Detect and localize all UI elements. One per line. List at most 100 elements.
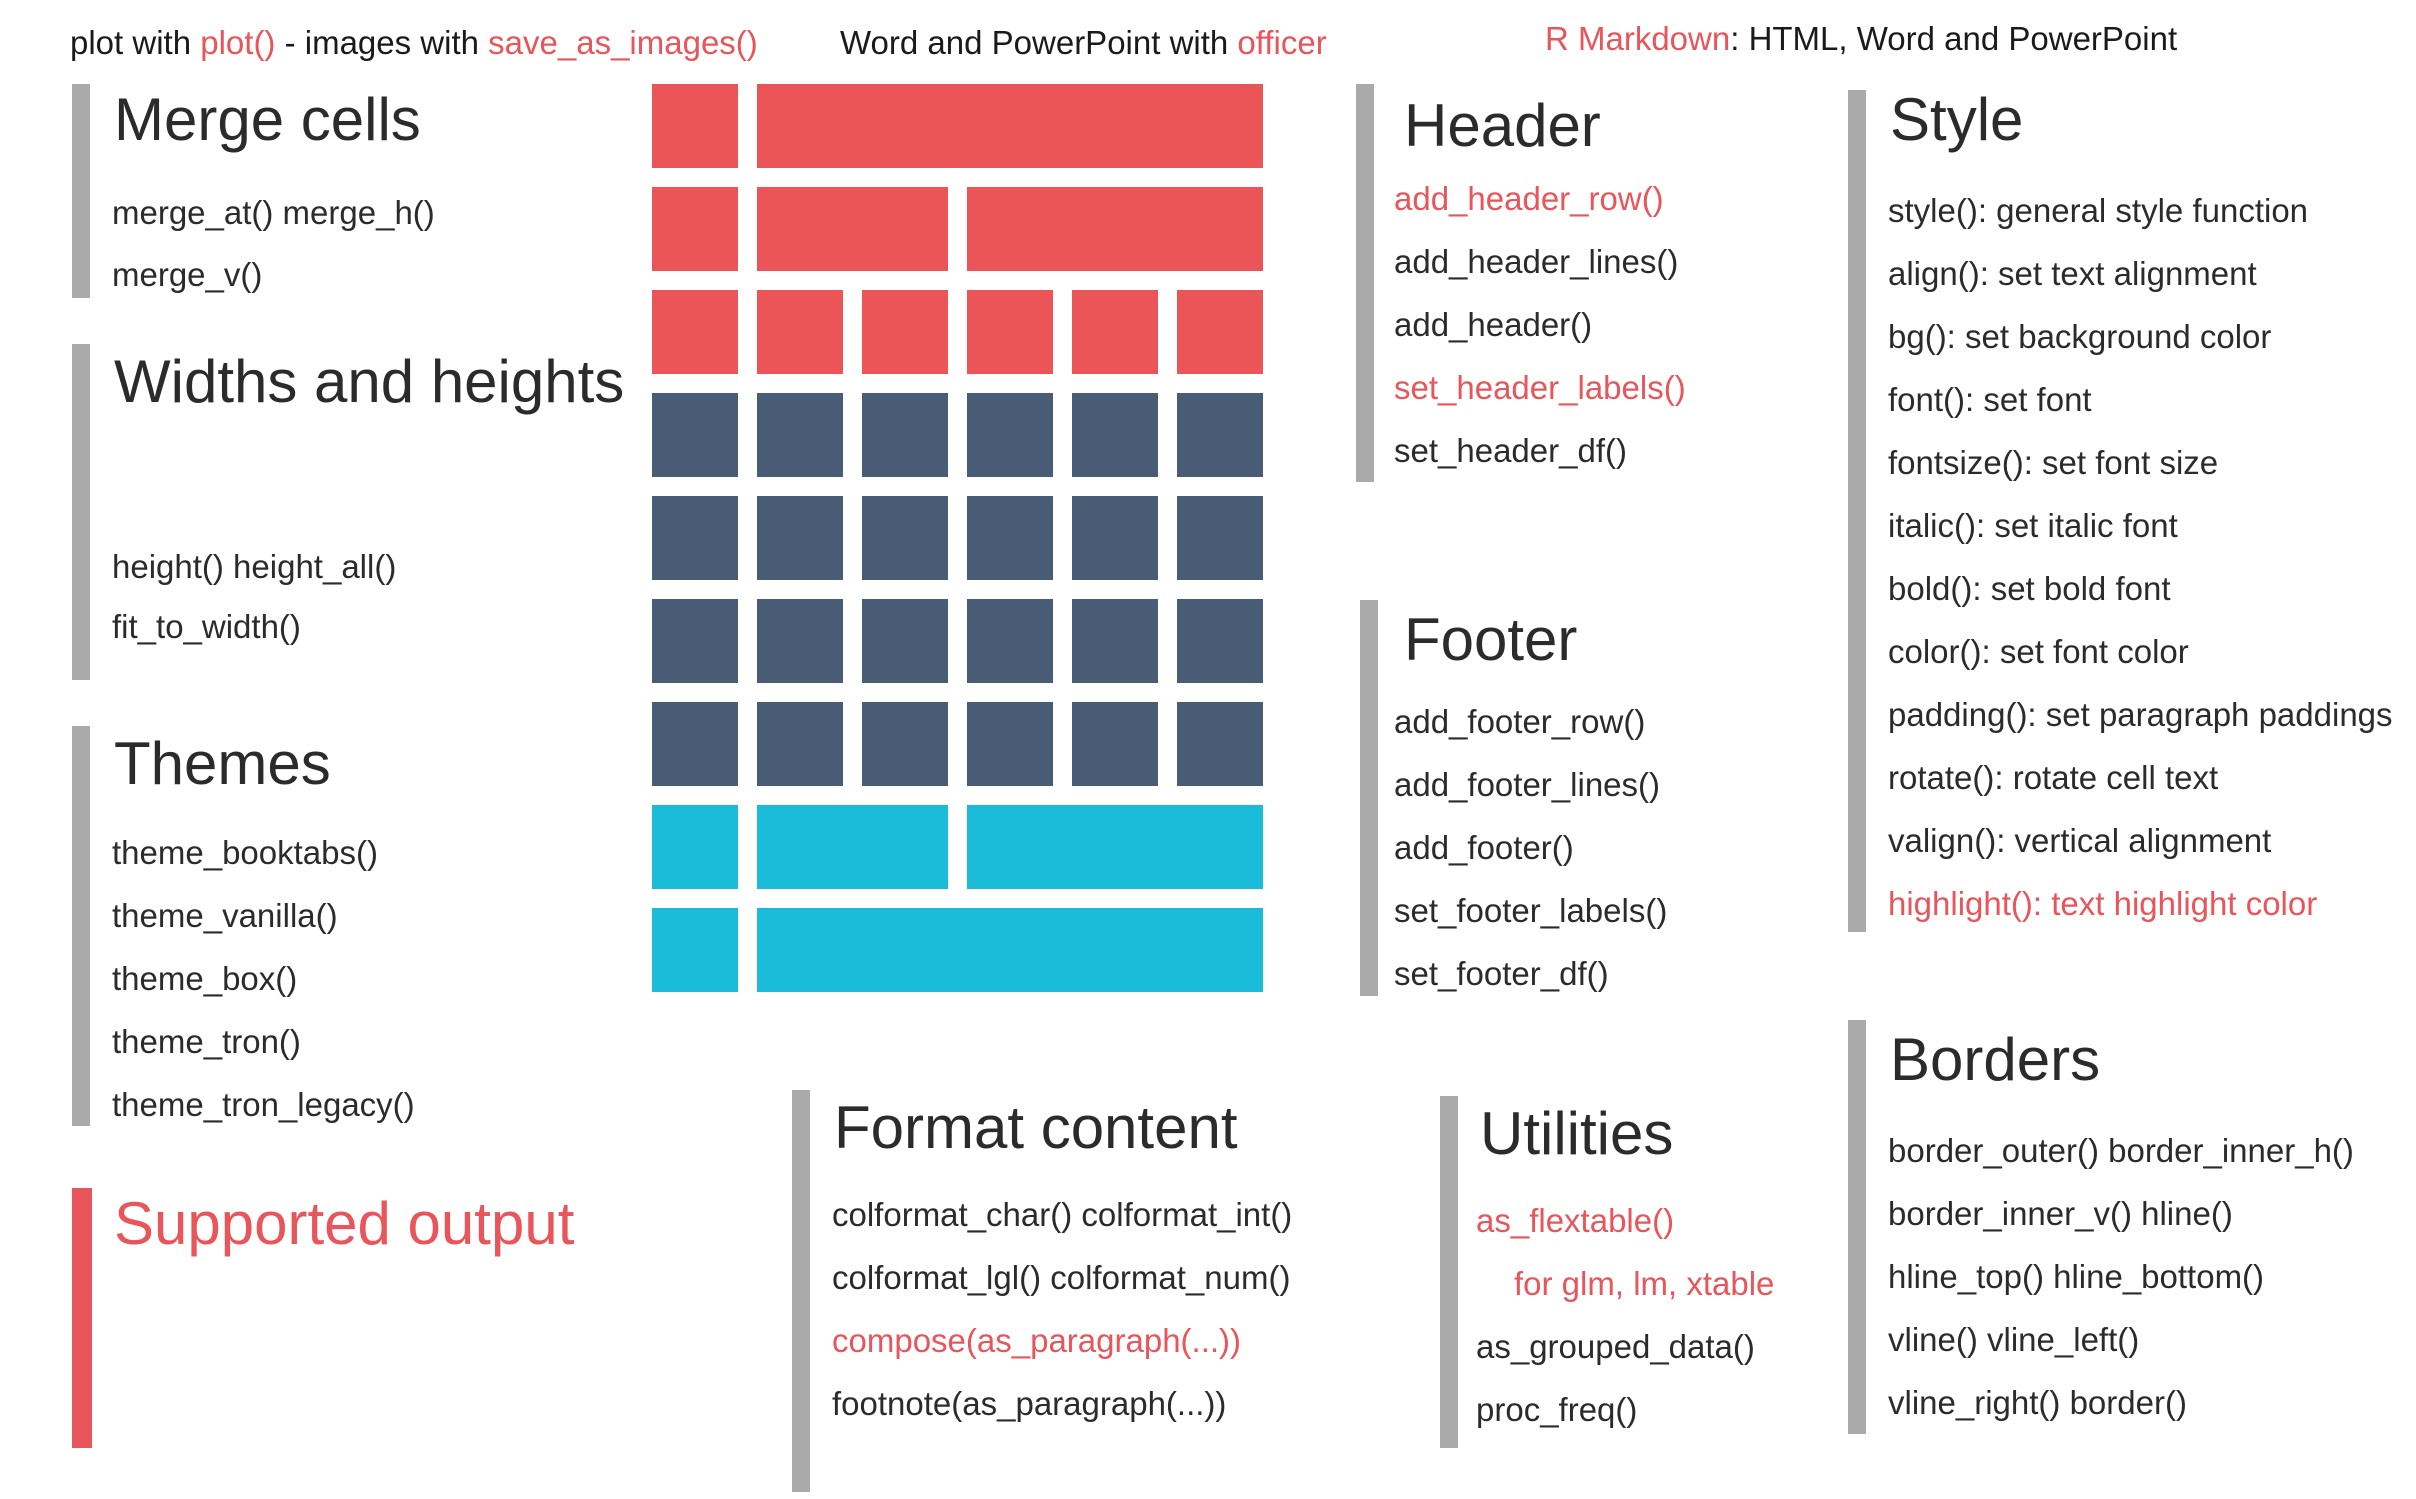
list-item: padding(): set paragraph paddings: [1888, 696, 2393, 733]
footer-cell-r8-c0: [652, 908, 738, 992]
list-item: hline_top() hline_bottom(): [1888, 1258, 2265, 1295]
body-cell-r6-c2: [862, 702, 948, 786]
list-item: compose(as_paragraph(...)): [832, 1322, 1242, 1359]
body-cell-r5-c1: [757, 599, 843, 683]
header-cell-r0-c1: [757, 84, 1263, 168]
body-cell-r3-c4: [1072, 393, 1158, 477]
header-cell-r2-c0: [652, 290, 738, 374]
list-item: proc_freq(): [1476, 1391, 1638, 1428]
plot-function: plot(): [200, 24, 276, 61]
list-item: valign(): vertical alignment: [1888, 822, 2272, 859]
rmarkdown-output-line: R Markdown: HTML, Word and PowerPoint: [1545, 22, 2177, 56]
section-title: Widths and heights: [114, 348, 625, 415]
header-cell-r2-c4: [1072, 290, 1158, 374]
list-item: italic(): set italic font: [1888, 507, 2178, 544]
list-item: theme_booktabs(): [112, 834, 378, 871]
header-cell-r2-c3: [967, 290, 1053, 374]
section-bar: [1848, 90, 1866, 932]
list-item: vline() vline_left(): [1888, 1321, 2140, 1358]
list-item: add_footer_lines(): [1394, 766, 1660, 803]
list-item: add_header_row(): [1394, 180, 1664, 217]
list-item: for glm, lm, xtable: [1514, 1265, 1775, 1302]
section-bar: [1360, 600, 1378, 996]
body-cell-r4-c1: [757, 496, 843, 580]
body-cell-r5-c4: [1072, 599, 1158, 683]
section-bar: [1356, 84, 1374, 482]
body-cell-r3-c1: [757, 393, 843, 477]
body-cell-r4-c3: [967, 496, 1053, 580]
plot-prefix: plot with: [70, 24, 201, 61]
section-themes: Themes theme_booktabs() theme_vanilla() …: [72, 726, 632, 1126]
body-cell-r6-c5: [1177, 702, 1263, 786]
section-title: Footer: [1404, 606, 1578, 673]
body-cell-r3-c2: [862, 393, 948, 477]
list-item: vline_right() border(): [1888, 1384, 2187, 1421]
list-item: theme_vanilla(): [112, 897, 338, 934]
list-item: set_header_df(): [1394, 432, 1627, 469]
header-cell-r2-c1: [757, 290, 843, 374]
list-item: theme_box(): [112, 960, 298, 997]
section-bar: [72, 84, 90, 298]
section-bar: [72, 726, 90, 1126]
list-item: color(): set font color: [1888, 633, 2189, 670]
list-item: add_header(): [1394, 306, 1593, 343]
section-widths-heights: Widths and heights height() height_all()…: [72, 344, 652, 680]
list-item: highlight(): text highlight color: [1888, 885, 2318, 922]
footer-cell-r7-c2: [967, 805, 1263, 889]
section-header: Header add_header_row() add_header_lines…: [1356, 84, 1796, 482]
save-as-images-function: save_as_images(): [488, 24, 758, 61]
list-item: colformat_char() colformat_int(): [832, 1196, 1293, 1233]
header-cell-r0-c0: [652, 84, 738, 168]
section-title: Format content: [834, 1094, 1238, 1161]
header-cell-r2-c2: [862, 290, 948, 374]
list-item: bg(): set background color: [1888, 318, 2272, 355]
body-cell-r6-c1: [757, 702, 843, 786]
body-cell-r4-c0: [652, 496, 738, 580]
section-title: Themes: [114, 730, 331, 797]
section-title: Supported output: [114, 1190, 575, 1257]
list-item: border_outer() border_inner_h(): [1888, 1132, 2354, 1169]
list-item: theme_tron_legacy(): [112, 1086, 415, 1123]
body-cell-r4-c2: [862, 496, 948, 580]
section-utilities: Utilities as_flextable() for glm, lm, xt…: [1440, 1096, 1860, 1448]
section-bar: [1440, 1096, 1458, 1448]
list-item: as_flextable(): [1476, 1202, 1675, 1239]
section-title: Borders: [1890, 1026, 2101, 1093]
section-bar: [792, 1090, 810, 1492]
section-bar: [72, 1188, 92, 1448]
section-bar: [1848, 1020, 1866, 1434]
list-item: bold(): set bold font: [1888, 570, 2171, 607]
section-bar: [72, 344, 90, 680]
plot-output-line: plot with plot() - images with save_as_i…: [70, 26, 758, 60]
list-item: rotate(): rotate cell text: [1888, 759, 2219, 796]
list-item: border_inner_v() hline(): [1888, 1195, 2233, 1232]
footer-cell-r7-c1: [757, 805, 948, 889]
header-cell-r1-c0: [652, 187, 738, 271]
body-cell-r3-c0: [652, 393, 738, 477]
section-title: Utilities: [1480, 1100, 1674, 1167]
list-item: set_header_labels(): [1394, 369, 1686, 406]
header-cell-r1-c2: [967, 187, 1263, 271]
section-style: Style style(): general style function al…: [1848, 90, 2408, 932]
list-item: add_header_lines(): [1394, 243, 1679, 280]
list-item: add_footer_row(): [1394, 703, 1646, 740]
officer-prefix: Word and PowerPoint with: [840, 24, 1238, 61]
officer-output-line: Word and PowerPoint with officer: [840, 26, 1327, 60]
section-title: Style: [1890, 86, 2024, 153]
footer-cell-r8-c1: [757, 908, 1263, 992]
body-cell-r4-c4: [1072, 496, 1158, 580]
list-item: merge_v(): [112, 256, 263, 293]
body-cell-r5-c0: [652, 599, 738, 683]
section-supported-output: Supported output: [72, 1188, 692, 1448]
list-item: height() height_all(): [112, 548, 397, 585]
body-cell-r6-c3: [967, 702, 1053, 786]
section-format-content: Format content colformat_char() colforma…: [792, 1090, 1392, 1492]
list-item: merge_at() merge_h(): [112, 194, 435, 231]
list-item: set_footer_labels(): [1394, 892, 1668, 929]
list-item: fit_to_width(): [112, 608, 301, 645]
body-cell-r5-c2: [862, 599, 948, 683]
body-cell-r4-c5: [1177, 496, 1263, 580]
list-item: fontsize(): set font size: [1888, 444, 2219, 481]
body-cell-r5-c5: [1177, 599, 1263, 683]
